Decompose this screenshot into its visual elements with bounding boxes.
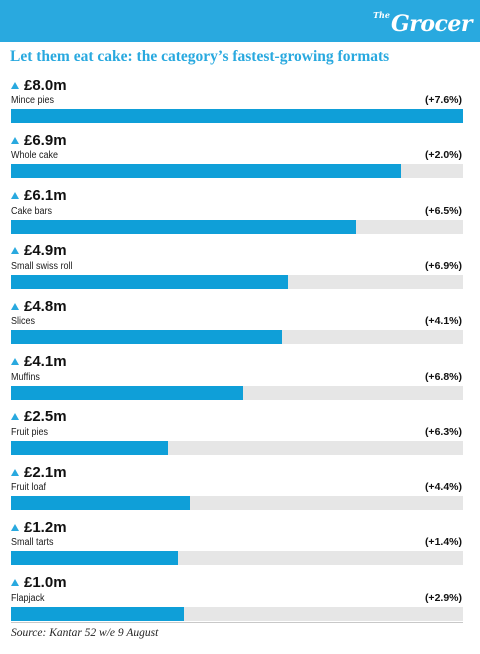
bar bbox=[11, 274, 289, 289]
chart-row: £4.1m Muffins (+6.8%) bbox=[0, 353, 480, 408]
bar bbox=[11, 551, 178, 566]
category-label: Small swiss roll bbox=[11, 260, 73, 272]
chart-row: £6.1m Cake bars (+6.5%) bbox=[0, 187, 480, 242]
category-label: Fruit pies bbox=[11, 426, 49, 438]
value-line: £2.1m bbox=[11, 463, 67, 481]
category-label: Whole cake bbox=[11, 150, 59, 162]
growth-label: (+6.5%) bbox=[424, 204, 462, 217]
value-line: £1.2m bbox=[11, 518, 67, 536]
growth-label: (+6.3%) bbox=[424, 425, 462, 438]
value-label: £2.5m bbox=[24, 408, 67, 426]
value-line: £4.8m bbox=[11, 297, 67, 315]
growth-label: (+4.4%) bbox=[424, 481, 462, 494]
chart-row: £2.5m Fruit pies (+6.3%) bbox=[0, 408, 480, 463]
up-triangle-icon bbox=[11, 358, 19, 365]
up-triangle-icon bbox=[11, 413, 19, 421]
growth-label: (+6.8%) bbox=[424, 370, 462, 383]
bar bbox=[11, 109, 463, 123]
chart-row: £1.2m Small tarts (+1.4%) bbox=[0, 518, 480, 573]
value-line: £6.1m bbox=[11, 187, 67, 205]
header-bar: The Grocer bbox=[0, 0, 480, 42]
bar-track bbox=[11, 274, 463, 289]
bar bbox=[11, 164, 402, 179]
category-label: Slices bbox=[11, 316, 36, 328]
bar-track bbox=[11, 385, 463, 400]
up-triangle-icon bbox=[11, 136, 19, 144]
value-line: £6.9m bbox=[11, 131, 67, 149]
chart-row: £8.0m Mince pies (+7.6%) bbox=[0, 76, 480, 131]
growth-label: (+7.6%) bbox=[424, 94, 462, 106]
up-triangle-icon bbox=[11, 81, 19, 89]
value-label: £1.0m bbox=[24, 574, 67, 592]
bar-track bbox=[11, 164, 463, 179]
source-note: Source: Kantar 52 w/e 9 August bbox=[11, 627, 159, 639]
bar-track bbox=[11, 440, 463, 455]
growth-label: (+2.9%) bbox=[424, 591, 462, 604]
value-line: £8.0m bbox=[11, 76, 67, 94]
category-label: Cake bars bbox=[11, 205, 53, 217]
up-triangle-icon bbox=[11, 192, 19, 200]
bar bbox=[11, 330, 283, 345]
value-label: £4.9m bbox=[24, 242, 67, 260]
bar-track bbox=[11, 606, 463, 621]
category-label: Fruit loaf bbox=[11, 482, 47, 494]
value-line: £4.1m bbox=[11, 353, 67, 371]
bar bbox=[11, 219, 356, 234]
bar-track bbox=[11, 109, 463, 123]
up-triangle-icon bbox=[11, 579, 19, 587]
growth-label: (+1.4%) bbox=[424, 536, 462, 549]
bar-track bbox=[11, 219, 463, 234]
bar bbox=[11, 496, 190, 511]
chart-row: £1.0m Flapjack (+2.9%) bbox=[0, 574, 480, 629]
logo-main-text: Grocer bbox=[390, 11, 473, 37]
chart-row: £4.8m Slices (+4.1%) bbox=[0, 297, 480, 352]
category-label: Muffins bbox=[11, 371, 40, 383]
grocer-logo: The Grocer bbox=[373, 5, 472, 37]
bar-track bbox=[11, 496, 463, 511]
bar bbox=[11, 385, 243, 400]
value-label: £4.8m bbox=[24, 297, 67, 315]
logo-small-text: The bbox=[373, 10, 390, 20]
source-divider bbox=[11, 622, 463, 623]
value-label: £8.0m bbox=[24, 76, 67, 94]
up-triangle-icon bbox=[11, 523, 19, 531]
chart-row: £4.9m Small swiss roll (+6.9%) bbox=[0, 242, 480, 297]
value-line: £4.9m bbox=[11, 242, 67, 260]
bar bbox=[11, 440, 168, 455]
value-label: £4.1m bbox=[24, 353, 67, 370]
growth-label: (+6.9%) bbox=[424, 259, 462, 272]
up-triangle-icon bbox=[11, 302, 19, 310]
category-label: Mince pies bbox=[11, 95, 55, 106]
bar bbox=[11, 606, 185, 621]
growth-label: (+2.0%) bbox=[424, 149, 462, 162]
up-triangle-icon bbox=[11, 247, 19, 255]
value-label: £1.2m bbox=[24, 518, 67, 536]
chart-row: £2.1m Fruit loaf (+4.4%) bbox=[0, 463, 480, 518]
value-label: £6.1m bbox=[24, 187, 67, 205]
bar-track bbox=[11, 330, 463, 345]
category-label: Small tarts bbox=[11, 537, 54, 549]
value-label: £2.1m bbox=[24, 463, 67, 481]
category-label: Flapjack bbox=[11, 592, 45, 604]
value-label: £6.9m bbox=[24, 131, 67, 149]
value-line: £2.5m bbox=[11, 408, 67, 426]
chart-title: Let them eat cake: the category’s fastes… bbox=[10, 48, 390, 65]
chart-row: £6.9m Whole cake (+2.0%) bbox=[0, 131, 480, 186]
up-triangle-icon bbox=[11, 468, 19, 476]
bar-track bbox=[11, 551, 463, 566]
growth-label: (+4.1%) bbox=[424, 315, 462, 328]
value-line: £1.0m bbox=[11, 574, 67, 592]
